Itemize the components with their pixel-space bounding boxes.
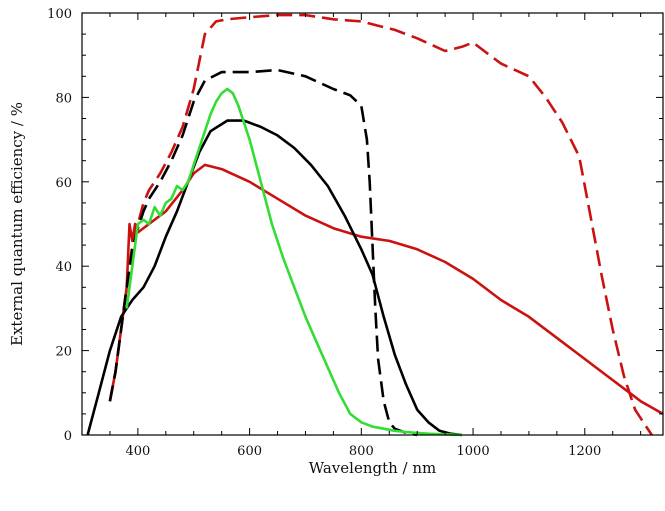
series-line-3 [108, 68, 418, 437]
series-line-2 [108, 163, 664, 416]
y-tick-label: 60 [55, 176, 72, 191]
series-line-4 [86, 119, 463, 437]
x-tick-label: 1000 [457, 444, 490, 459]
x-tick-label: 400 [125, 444, 150, 459]
y-tick-label: 100 [47, 7, 72, 22]
x-axis-label: Wavelength / nm [309, 459, 437, 477]
series-line-1 [108, 13, 653, 436]
x-tick-label: 600 [237, 444, 262, 459]
y-tick-label: 20 [55, 345, 72, 360]
y-tick-label: 0 [64, 429, 72, 444]
y-tick-label: 40 [55, 260, 72, 275]
x-tick-label: 1200 [568, 444, 601, 459]
tick-layer: 400 600 800 1000 1200 0 20 40 60 80 100 [47, 7, 663, 459]
series-line-5 [125, 87, 462, 437]
y-axis-label: External quantum efficiency / % [8, 102, 26, 346]
series-layer [86, 13, 664, 437]
y-tick-label: 80 [55, 91, 72, 106]
x-tick-label: 800 [349, 444, 374, 459]
